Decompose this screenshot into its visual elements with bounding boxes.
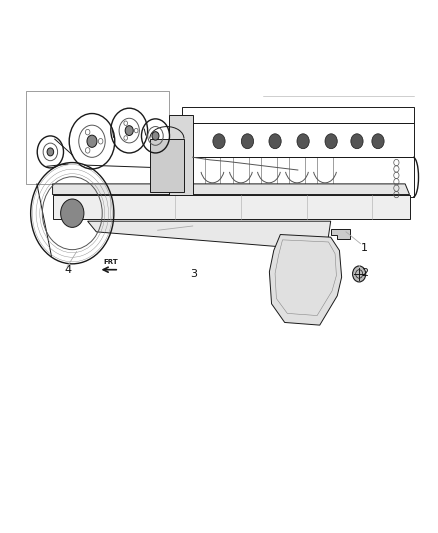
Circle shape (125, 126, 133, 135)
Circle shape (124, 121, 127, 125)
Circle shape (47, 148, 53, 156)
Circle shape (87, 135, 97, 147)
Circle shape (372, 134, 384, 149)
Circle shape (325, 134, 337, 149)
Text: 2: 2 (361, 269, 368, 278)
Circle shape (351, 134, 363, 149)
Polygon shape (150, 139, 184, 192)
Text: 3: 3 (191, 269, 198, 279)
Circle shape (134, 128, 138, 133)
Circle shape (60, 199, 84, 228)
Polygon shape (169, 115, 193, 195)
Circle shape (241, 134, 254, 149)
Text: 4: 4 (65, 265, 72, 274)
Circle shape (99, 139, 103, 144)
Circle shape (297, 134, 309, 149)
Polygon shape (53, 184, 410, 195)
Text: FRT: FRT (103, 260, 118, 265)
Polygon shape (53, 195, 410, 219)
Circle shape (269, 134, 281, 149)
Polygon shape (331, 229, 350, 239)
Circle shape (213, 134, 225, 149)
Circle shape (353, 266, 366, 282)
Polygon shape (88, 221, 331, 251)
Circle shape (124, 136, 127, 140)
Circle shape (152, 132, 159, 140)
Polygon shape (269, 235, 342, 325)
Circle shape (85, 130, 90, 135)
Text: 1: 1 (361, 243, 368, 253)
Circle shape (85, 148, 90, 153)
